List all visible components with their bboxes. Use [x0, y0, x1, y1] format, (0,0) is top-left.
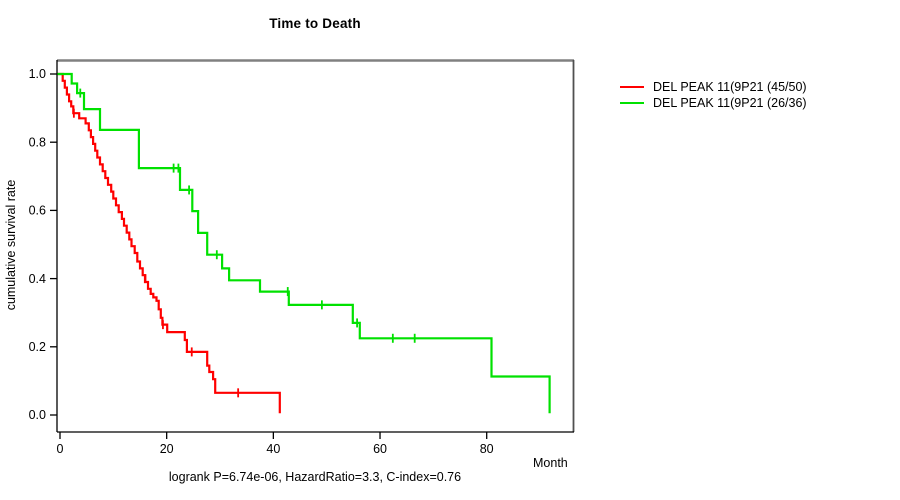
chart-title: Time to Death	[269, 16, 361, 31]
legend-item: DEL PEAK 11(9P21 (45/50)	[620, 80, 807, 94]
y-tick-label: 0.8	[29, 135, 46, 149]
y-tick-label: 0.4	[29, 272, 46, 286]
x-tick-label: 40	[266, 442, 280, 456]
y-tick-label: 0.2	[29, 340, 46, 354]
legend-line-swatch	[620, 102, 644, 104]
legend-label: DEL PEAK 11(9P21 (45/50)	[653, 80, 807, 94]
legend-line-swatch	[620, 86, 644, 88]
x-tick-label: 80	[480, 442, 494, 456]
stats-annotation: logrank P=6.74e-06, HazardRatio=3.3, C-i…	[168, 470, 462, 484]
survival-curve-green	[57, 72, 551, 414]
x-tick-label: 60	[373, 442, 387, 456]
survival-curve-red	[57, 72, 281, 414]
legend-label: DEL PEAK 11(9P21 (26/36)	[653, 96, 807, 110]
y-tick-label: 1.0	[29, 67, 46, 81]
legend-item: DEL PEAK 11(9P21 (26/36)	[620, 96, 807, 110]
x-tick-label: 0	[57, 442, 64, 456]
y-tick-label: 0.6	[29, 204, 46, 218]
legend: DEL PEAK 11(9P21 (45/50) DEL PEAK 11(9P21…	[620, 80, 807, 110]
x-axis-label: Month	[533, 456, 568, 470]
x-tick-label: 20	[160, 442, 174, 456]
y-tick-label: 0.0	[29, 408, 46, 422]
